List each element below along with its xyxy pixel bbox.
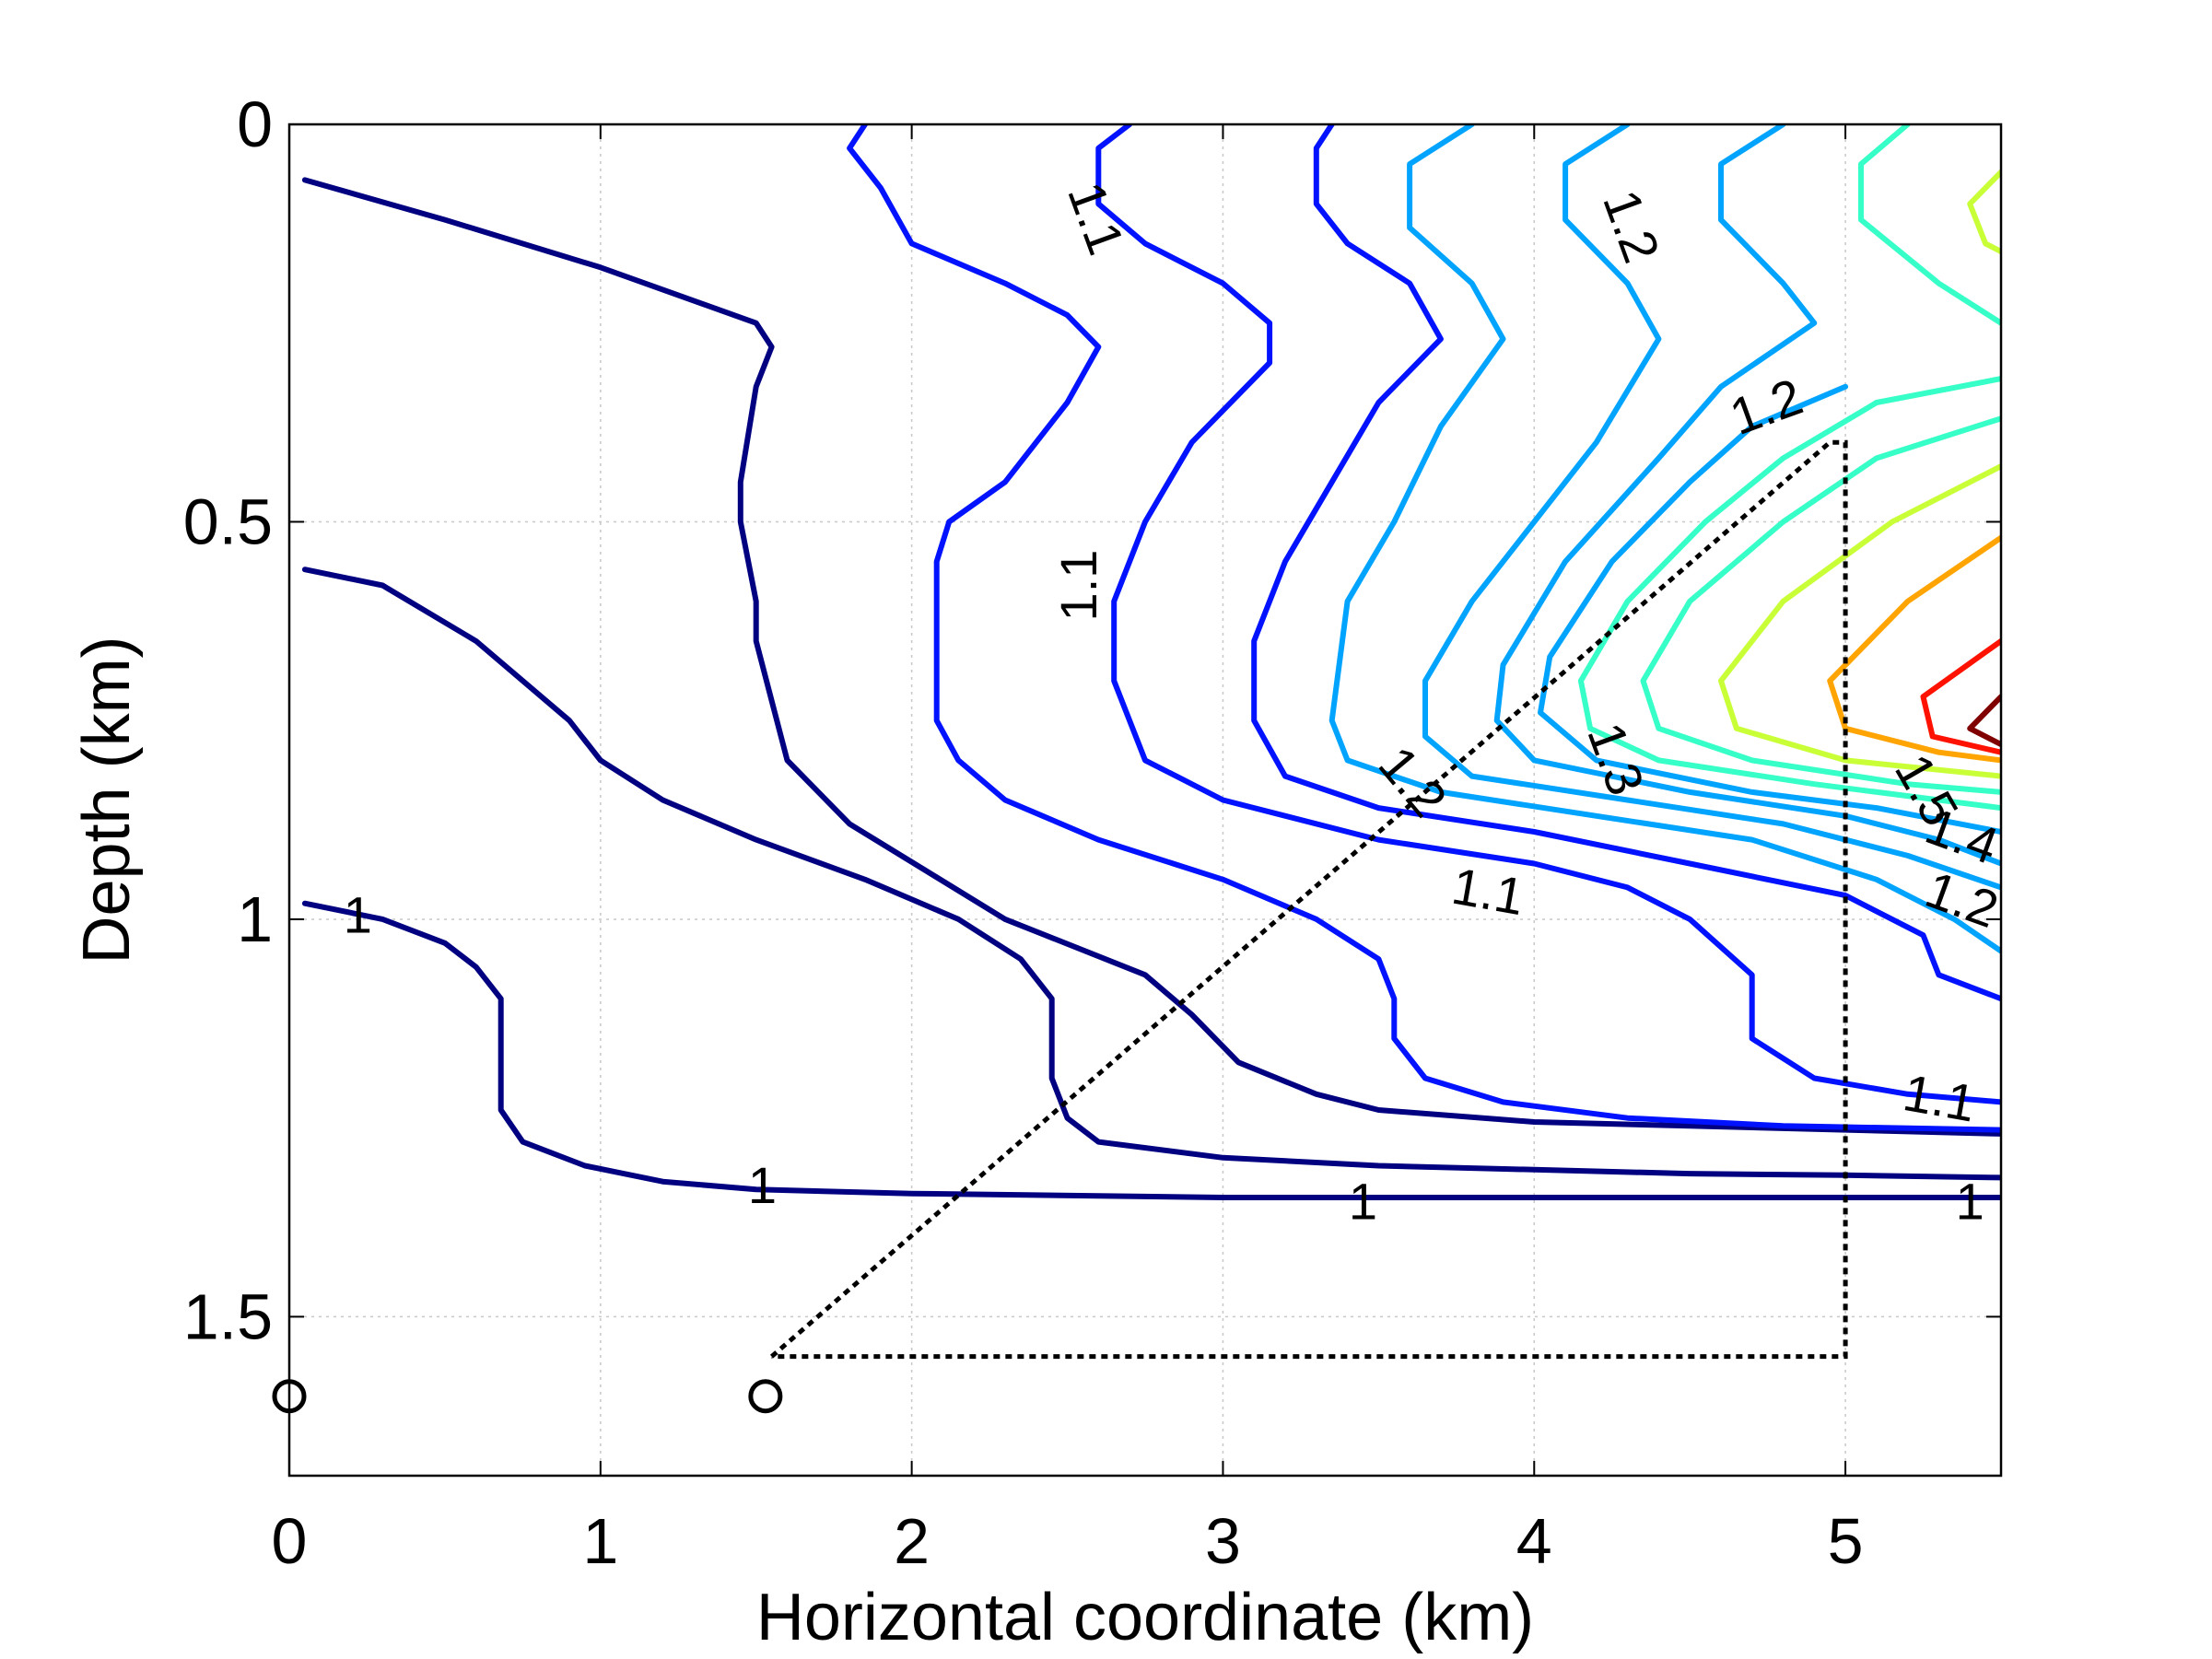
- y-tick-label: 0.5: [183, 485, 273, 557]
- contour-line: [301, 900, 2001, 1200]
- contour-line: [1827, 534, 2001, 764]
- y-tick-label: 1: [237, 883, 273, 955]
- contour-label: 1: [344, 886, 372, 944]
- y-tick-label: 0: [237, 88, 273, 160]
- contour-line: [847, 124, 2001, 1133]
- contour-line: [1967, 169, 2001, 255]
- contour-line: [1328, 124, 2001, 954]
- plot-frame: [287, 123, 2003, 1478]
- contour-line: [1251, 124, 2001, 1002]
- y-axis-label: Depth (km): [70, 636, 144, 964]
- station-circle-marker: [748, 1379, 783, 1414]
- contour-line: [1538, 383, 2001, 835]
- dotted-boundary-line: [769, 439, 1848, 1360]
- contour-line: [1577, 376, 2001, 812]
- x-tick-label: 2: [894, 1505, 930, 1577]
- x-tick-label: 3: [1205, 1505, 1241, 1577]
- contour-line: [1095, 124, 2001, 1105]
- contour-label: 1.1: [1049, 550, 1107, 622]
- contour-line: [1718, 463, 2001, 779]
- contour-line: [1858, 124, 2001, 326]
- contour-label: 1: [748, 1156, 777, 1214]
- axis-ticks: 0 1 2 3 4 5 0 0.5 1 1.5: [183, 88, 2001, 1577]
- contour-label: 1: [1349, 1172, 1377, 1230]
- contour-label: 1.1: [1899, 1063, 1980, 1133]
- contour-line: [1493, 124, 2001, 867]
- y-tick-label: 1.5: [183, 1280, 273, 1352]
- contour-label: 1: [1956, 1172, 1984, 1230]
- x-axis-label: Horizontal coordinate (km): [756, 1581, 1534, 1654]
- contour-line: [1967, 694, 2001, 748]
- contour-line: [301, 567, 2001, 1181]
- x-tick-label: 4: [1516, 1505, 1552, 1577]
- contour-label: 1.1: [1448, 857, 1529, 927]
- x-tick-label: 5: [1828, 1505, 1864, 1577]
- contour-line: [1920, 637, 2001, 755]
- contour-line: [1422, 124, 2001, 891]
- x-tick-label: 0: [272, 1505, 308, 1577]
- contour-line: [301, 177, 2001, 1137]
- x-tick-label: 1: [582, 1505, 618, 1577]
- contour-lines: [301, 124, 2001, 1200]
